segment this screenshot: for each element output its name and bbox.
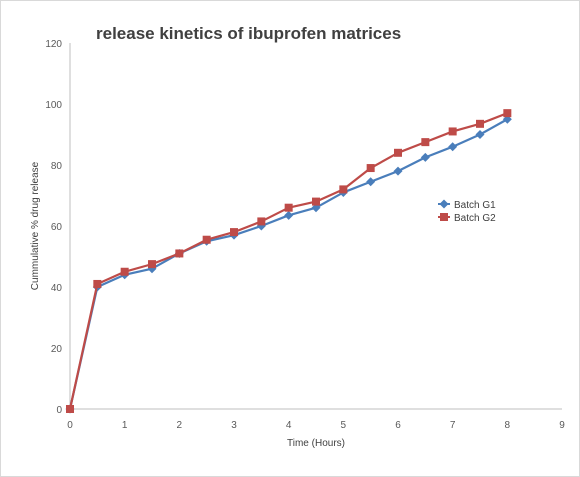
x-tick-label: 4 (286, 420, 292, 431)
data-point (421, 138, 430, 147)
data-point (284, 210, 294, 220)
x-tick-label: 9 (559, 420, 565, 431)
y-tick-label: 100 (45, 100, 62, 111)
legend-label: Batch G1 (454, 200, 496, 211)
x-tick-label: 8 (505, 420, 511, 431)
x-tick-label: 0 (67, 420, 73, 431)
series-2 (66, 109, 512, 413)
series-layer (65, 109, 512, 414)
data-point (66, 405, 74, 413)
data-point (476, 119, 484, 128)
data-point (230, 228, 238, 237)
y-tick-label: 80 (51, 161, 63, 172)
y-tick-label: 40 (51, 283, 63, 294)
legend-marker (439, 199, 449, 209)
chart-title: release kinetics of ibuprofen matrices (96, 24, 401, 43)
legend-item: Batch G1 (438, 199, 496, 211)
x-tick-label: 7 (450, 420, 456, 431)
y-tick-label: 60 (51, 222, 63, 233)
x-axis-label: Time (Hours) (287, 438, 345, 449)
y-tick-label: 120 (45, 39, 62, 50)
data-point (120, 267, 129, 276)
x-tick-label: 2 (177, 420, 183, 431)
series-1 (65, 114, 512, 414)
data-point (475, 130, 485, 139)
data-point (284, 203, 293, 212)
y-axis-label: Cummulative % drug release (30, 161, 41, 290)
x-tick-label: 3 (231, 420, 237, 431)
data-point (312, 197, 320, 206)
y-axis-ticks: 0 20 40 60 80 100 120 (45, 39, 62, 416)
y-tick-label: 0 (56, 405, 62, 416)
data-point (366, 164, 375, 173)
data-point (93, 279, 102, 288)
x-tick-label: 5 (341, 420, 347, 431)
legend-item: Batch G2 (438, 213, 496, 224)
data-point (175, 249, 184, 258)
data-point (339, 185, 348, 194)
data-point (394, 148, 402, 157)
x-tick-label: 1 (122, 420, 128, 431)
data-point (448, 127, 457, 136)
legend-label: Batch G2 (454, 213, 496, 224)
y-tick-label: 20 (51, 344, 63, 355)
data-point (420, 152, 430, 162)
series-line (68, 118, 508, 410)
legend: Batch G1 Batch G2 (438, 199, 496, 224)
legend-marker (440, 213, 448, 221)
data-point (257, 217, 266, 226)
data-point (202, 235, 211, 244)
data-point (448, 142, 458, 152)
x-tick-label: 6 (395, 420, 401, 431)
series-line (68, 112, 508, 410)
x-axis-ticks: 0 1 2 3 4 5 6 7 8 9 (67, 420, 565, 431)
data-point (503, 109, 512, 118)
data-point (148, 260, 156, 269)
data-point (366, 177, 376, 187)
data-point (393, 166, 403, 176)
